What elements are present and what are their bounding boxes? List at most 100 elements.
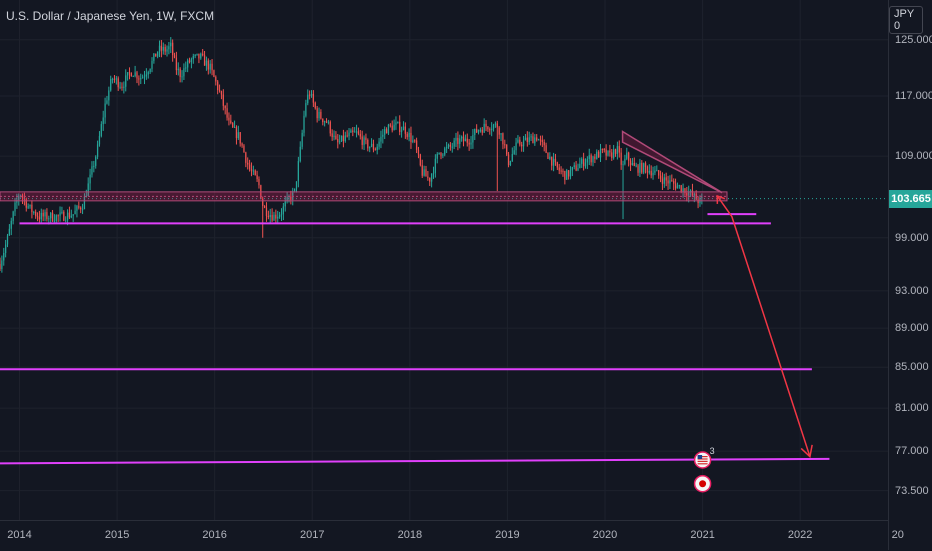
candle-body [35,211,37,216]
candle-body [181,76,183,78]
candle-body [312,93,315,103]
time-axis[interactable]: 2014 2015 2016 2017 2018 2019 2020 2021 2022 20 [0,520,904,551]
candle-body [113,78,116,80]
candle-body [104,103,106,118]
candle-body [554,158,557,163]
candle-body [674,183,677,189]
candle-body [318,111,320,119]
candle-body [305,103,307,116]
candle-body [688,192,690,196]
candle-body [119,86,121,88]
candle-body [203,55,206,66]
candle-body [153,53,155,61]
candle-body [354,131,356,133]
candle-body [3,252,5,261]
candle-body [344,135,346,142]
candle-body [248,164,251,169]
candle-body [286,196,288,202]
candle-body [46,212,48,220]
candle-body [0,263,1,270]
candle-body [414,140,416,142]
candle-body [663,177,665,184]
candle-body [111,78,114,80]
candle-body [378,141,380,147]
forecast-arrow [716,195,811,457]
candle-body [432,172,435,174]
candle-body [10,220,12,229]
candle-body [476,128,478,133]
candle-body [566,170,568,180]
candle-body [235,127,238,139]
candle-body [252,170,254,172]
currency-badge[interactable]: JPY 0 [889,6,923,34]
candle-body [594,156,596,159]
candle-body [12,211,14,221]
candle-body [650,170,652,176]
candle-body [141,77,144,79]
candle-body [629,160,632,166]
price-tick-label: 125.000 [895,33,932,46]
candle-body [42,212,44,217]
candle-body [320,111,322,119]
candle-body [162,46,164,51]
candle-body [515,142,517,151]
candle-body [36,215,39,218]
candle-body [151,60,153,69]
candle-body [474,128,476,135]
candle-body [682,188,684,192]
candle-body [395,122,397,125]
chart-svg[interactable]: 3 [0,0,888,520]
candle-body [72,214,74,216]
candle-body [4,244,7,253]
price-tick-label: 81.000 [895,402,929,415]
candle-body [333,135,335,137]
candle-body [164,46,166,52]
candle-body [552,158,555,166]
candle-body [190,59,193,63]
candle-body [455,137,457,141]
candle-body [297,161,300,182]
candle-body [350,130,352,133]
candle-body [406,133,408,137]
candle-body [355,131,358,133]
candle-body [560,170,562,172]
candle-body [466,138,468,143]
candle-body [519,139,521,145]
candle-body [402,126,405,131]
price-tick-label: 89.000 [895,322,929,335]
time-tick-label: 2019 [495,529,520,541]
candle-body [200,53,202,59]
symbol-title[interactable]: U.S. Dollar / Japanese Yen, 1W, FXCM [6,9,215,23]
time-tick-label: 2017 [300,529,325,541]
candle-body [91,166,93,175]
candle-body [198,53,200,59]
candle-body [179,68,181,77]
price-tick-label: 109.000 [895,150,932,163]
candle-body [472,134,474,143]
candle-body [485,123,487,127]
candle-body [363,137,365,145]
us-flag-stripe [697,460,708,462]
chart-pane[interactable]: 3 U.S. Dollar / Japanese Yen, 1W, FXCM [0,0,888,520]
candle-body [545,145,547,153]
candle-body [168,46,170,50]
candle-body [658,170,660,176]
candle-body [140,78,142,80]
candle-body [659,175,662,179]
price-axis[interactable]: 1 JPY 0 125.000117.000109.00099.00093.00… [888,0,932,550]
candle-body [590,155,592,163]
candle-body [51,212,54,221]
candle-body [48,218,50,220]
candle-body [498,127,500,135]
candle-body [641,162,643,173]
candle-body [372,143,375,150]
candle-body [528,137,530,143]
us-flag-canton [697,454,703,459]
candle-body [160,45,163,51]
candle-body [500,133,502,135]
last-price-label: 103.665 [889,189,932,208]
candle-body [143,76,146,78]
candle-body [419,154,421,166]
candle-body [389,124,391,126]
candle-body [68,212,71,218]
